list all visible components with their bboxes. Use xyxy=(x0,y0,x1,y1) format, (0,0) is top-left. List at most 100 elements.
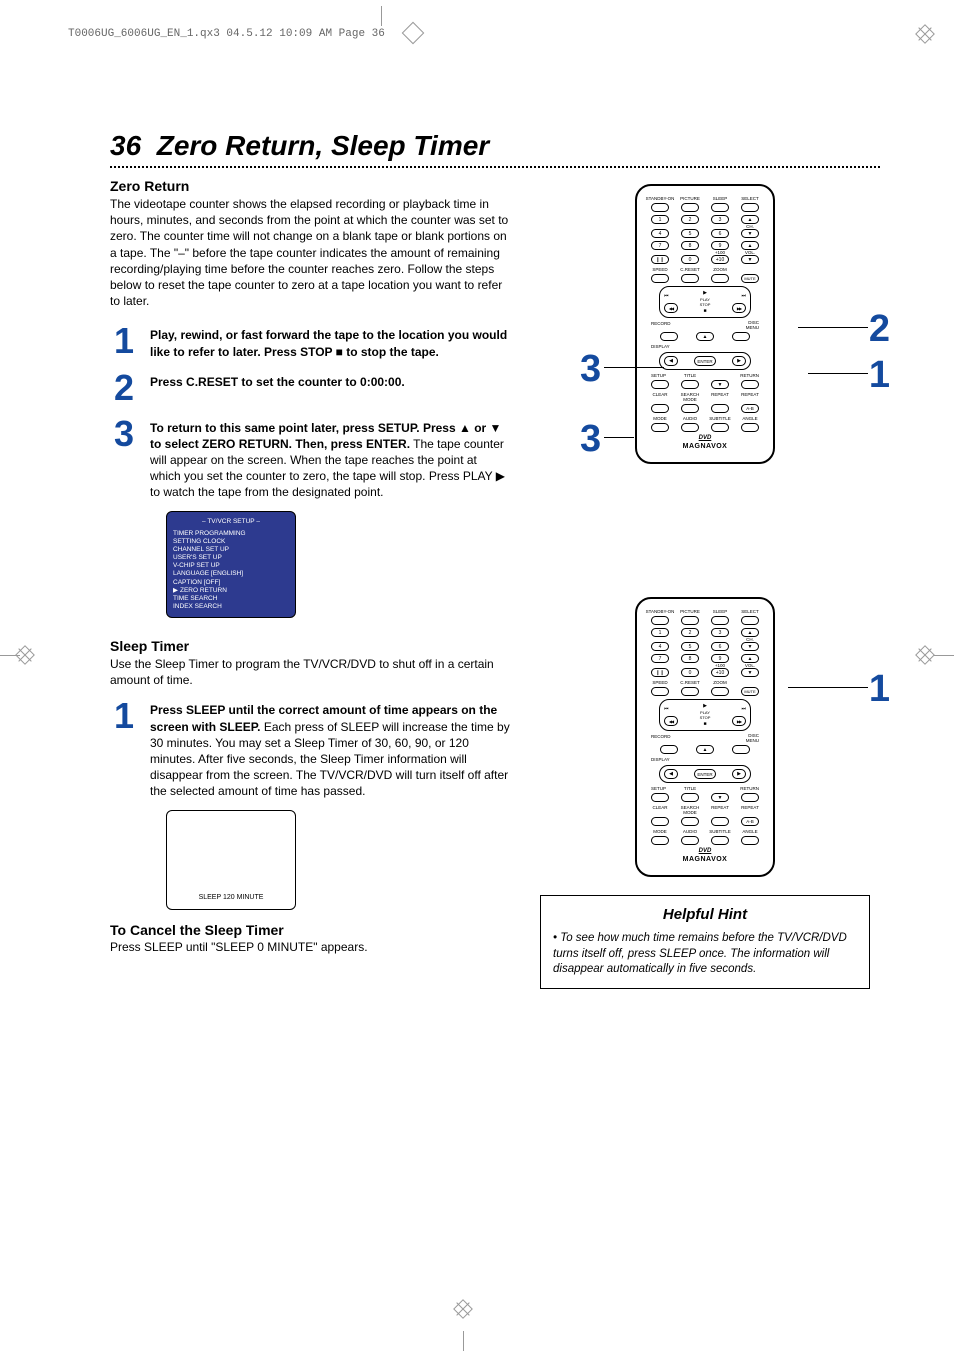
audio-button[interactable] xyxy=(681,836,699,845)
num-9[interactable]: 9 xyxy=(711,654,729,663)
plus10-button[interactable]: +10 xyxy=(711,255,729,264)
btn-label: SEARCH MODE xyxy=(675,392,705,402)
mute-button[interactable]: MUTE xyxy=(741,274,759,283)
audio-button[interactable] xyxy=(681,423,699,432)
btn-label: AUDIO xyxy=(675,829,705,834)
searchmode-button[interactable] xyxy=(681,404,699,413)
repeat-ab-button[interactable]: A-B xyxy=(741,404,759,413)
nav-up-button[interactable] xyxy=(696,745,714,754)
subtitle-button[interactable] xyxy=(711,423,729,432)
header-meta: T0006UG_6006UG_EN_1.qx3 04.5.12 10:09 AM… xyxy=(68,16,421,41)
num-7[interactable]: 7 xyxy=(651,654,669,663)
disc-menu-button[interactable] xyxy=(732,332,750,341)
mode-button[interactable] xyxy=(651,836,669,845)
sleep-button[interactable] xyxy=(711,203,729,212)
nav-down-button[interactable] xyxy=(711,380,729,389)
subtitle-button[interactable] xyxy=(711,836,729,845)
title-button[interactable] xyxy=(681,793,699,802)
nav-left-button[interactable] xyxy=(664,356,678,366)
num-1[interactable]: 1 xyxy=(651,628,669,637)
angle-button[interactable] xyxy=(741,423,759,432)
ch-up[interactable] xyxy=(741,628,759,637)
setup-button[interactable] xyxy=(651,380,669,389)
angle-button[interactable] xyxy=(741,836,759,845)
rewind-button[interactable] xyxy=(664,716,678,726)
nav-right-button[interactable] xyxy=(732,769,746,779)
sleep-screen: SLEEP 120 MINUTE xyxy=(166,810,296,910)
num-0[interactable]: 0 xyxy=(681,668,699,677)
num-6[interactable]: 6 xyxy=(711,229,729,238)
record-button[interactable] xyxy=(660,745,678,754)
title-label: TITLE xyxy=(675,373,705,378)
pause-button[interactable]: ❙❙ xyxy=(651,255,669,264)
sleep-button[interactable] xyxy=(711,616,729,625)
creset-button[interactable] xyxy=(681,274,699,283)
repeat-ab-button[interactable]: A-B xyxy=(741,817,759,826)
picture-button[interactable] xyxy=(681,616,699,625)
num-0[interactable]: 0 xyxy=(681,255,699,264)
btn-label: SPEED xyxy=(645,267,675,272)
setup-button[interactable] xyxy=(651,793,669,802)
select-button[interactable] xyxy=(741,616,759,625)
ch-down[interactable] xyxy=(741,229,759,238)
nav-up-button[interactable] xyxy=(696,332,714,341)
num-4[interactable]: 4 xyxy=(651,229,669,238)
nav-right-button[interactable] xyxy=(732,356,746,366)
num-3[interactable]: 3 xyxy=(711,628,729,637)
plus10-button[interactable]: +10 xyxy=(711,668,729,677)
num-2[interactable]: 2 xyxy=(681,215,699,224)
title-button[interactable] xyxy=(681,380,699,389)
num-8[interactable]: 8 xyxy=(681,241,699,250)
setup-line: TIME SEARCH xyxy=(173,595,289,603)
return-button[interactable] xyxy=(741,380,759,389)
btn-label: MODE xyxy=(645,416,675,421)
vol-up[interactable] xyxy=(741,241,759,250)
zoom-button[interactable] xyxy=(711,274,729,283)
speed-button[interactable] xyxy=(651,687,669,696)
standby-button[interactable] xyxy=(651,616,669,625)
num-6[interactable]: 6 xyxy=(711,642,729,651)
ch-down[interactable] xyxy=(741,642,759,651)
nav-down-button[interactable] xyxy=(711,793,729,802)
btn-label: CLEAR xyxy=(645,805,675,815)
clear-button[interactable] xyxy=(651,817,669,826)
enter-button[interactable]: ENTER xyxy=(694,769,716,779)
ch-up[interactable] xyxy=(741,215,759,224)
disc-menu-button[interactable] xyxy=(732,745,750,754)
select-button[interactable] xyxy=(741,203,759,212)
num-2[interactable]: 2 xyxy=(681,628,699,637)
vol-up[interactable] xyxy=(741,654,759,663)
repeat-button[interactable] xyxy=(711,404,729,413)
num-5[interactable]: 5 xyxy=(681,642,699,651)
num-8[interactable]: 8 xyxy=(681,654,699,663)
zoom-button[interactable] xyxy=(711,687,729,696)
standby-button[interactable] xyxy=(651,203,669,212)
num-4[interactable]: 4 xyxy=(651,642,669,651)
mode-button[interactable] xyxy=(651,423,669,432)
return-button[interactable] xyxy=(741,793,759,802)
mute-button[interactable]: MUTE xyxy=(741,687,759,696)
num-1[interactable]: 1 xyxy=(651,215,669,224)
setup-line: CHANNEL SET UP xyxy=(173,546,289,554)
num-3[interactable]: 3 xyxy=(711,215,729,224)
enter-button[interactable]: ENTER xyxy=(694,356,716,366)
fforward-button[interactable] xyxy=(732,716,746,726)
fforward-button[interactable] xyxy=(732,303,746,313)
repeat-button[interactable] xyxy=(711,817,729,826)
speed-button[interactable] xyxy=(651,274,669,283)
num-5[interactable]: 5 xyxy=(681,229,699,238)
pause-button[interactable]: ❙❙ xyxy=(651,668,669,677)
picture-button[interactable] xyxy=(681,203,699,212)
step-bold: Press C.RESET to set the counter to 0:00… xyxy=(150,375,405,389)
vol-down[interactable] xyxy=(741,255,759,264)
callout-3: 3 xyxy=(580,348,601,391)
num-7[interactable]: 7 xyxy=(651,241,669,250)
clear-button[interactable] xyxy=(651,404,669,413)
vol-down[interactable] xyxy=(741,668,759,677)
record-button[interactable] xyxy=(660,332,678,341)
creset-button[interactable] xyxy=(681,687,699,696)
num-9[interactable]: 9 xyxy=(711,241,729,250)
nav-left-button[interactable] xyxy=(664,769,678,779)
searchmode-button[interactable] xyxy=(681,817,699,826)
rewind-button[interactable] xyxy=(664,303,678,313)
